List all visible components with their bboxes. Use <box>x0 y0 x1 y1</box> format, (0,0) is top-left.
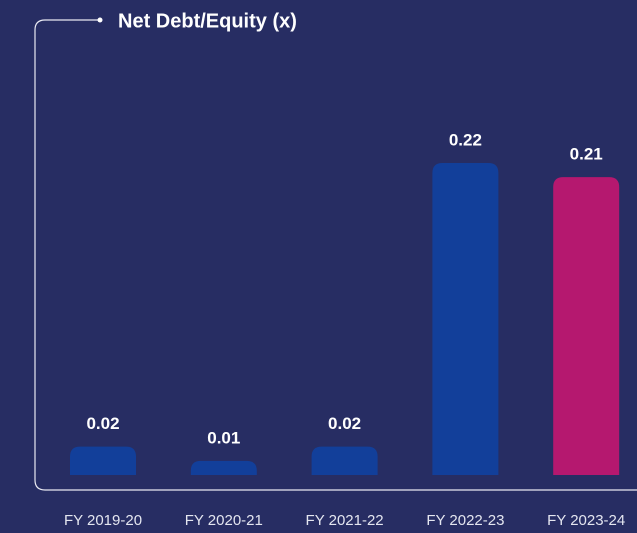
x-tick-label: FY 2020-21 <box>185 512 263 529</box>
x-tick-label: FY 2019-20 <box>64 512 142 529</box>
x-tick-label: FY 2022-23 <box>426 512 504 529</box>
value-label: 0.01 <box>207 428 240 447</box>
bracket-line <box>34 19 637 491</box>
value-label: 0.02 <box>86 414 119 433</box>
bar <box>553 177 620 475</box>
x-tick-label: FY 2023-24 <box>547 512 625 529</box>
bar <box>70 446 136 475</box>
value-label: 0.22 <box>449 130 482 149</box>
value-label: 0.02 <box>328 414 361 433</box>
value-label: 0.21 <box>570 145 603 164</box>
bar <box>311 446 378 475</box>
bar <box>190 460 257 475</box>
bracket-dot <box>97 17 103 23</box>
bar <box>432 163 499 475</box>
chart-title: Net Debt/Equity (x) <box>118 10 297 32</box>
x-tick-label: FY 2021-22 <box>306 512 384 529</box>
